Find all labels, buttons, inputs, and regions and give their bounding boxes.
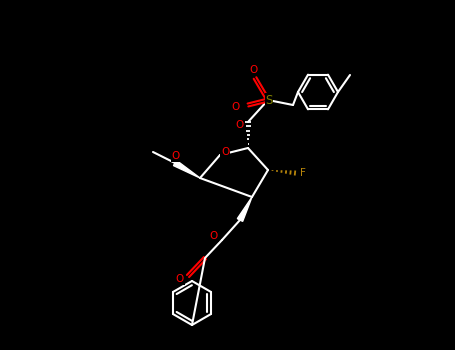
Text: O: O — [236, 120, 244, 130]
Text: F: F — [300, 168, 306, 178]
Text: O: O — [232, 102, 240, 112]
Text: S: S — [265, 93, 273, 106]
Polygon shape — [238, 197, 252, 222]
Text: O: O — [210, 231, 218, 241]
Text: O: O — [176, 274, 184, 284]
Text: O: O — [172, 151, 180, 161]
Text: O: O — [249, 65, 257, 75]
Polygon shape — [173, 160, 200, 178]
Text: O: O — [221, 147, 229, 157]
